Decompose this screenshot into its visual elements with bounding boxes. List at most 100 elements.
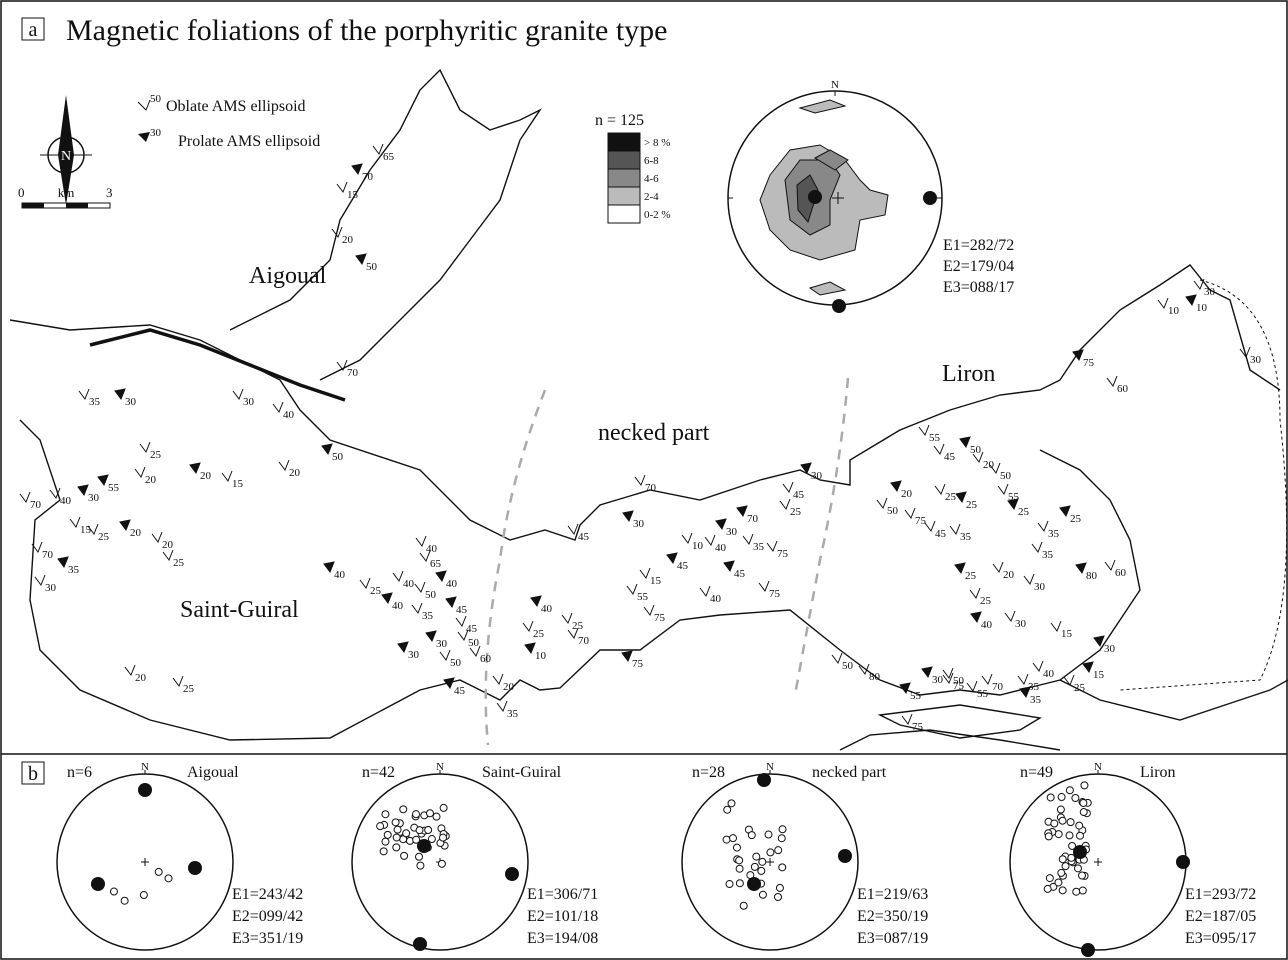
dip-label: 75	[915, 515, 927, 527]
pole	[392, 843, 401, 852]
dip-label: 20	[130, 527, 142, 539]
dip-symbol	[966, 680, 978, 693]
dip-symbol	[1239, 346, 1251, 359]
dip-symbol	[736, 505, 748, 518]
pole	[750, 862, 759, 871]
dip-symbol	[278, 459, 290, 472]
pole	[1045, 874, 1054, 883]
pole	[439, 833, 448, 842]
dip-label: 55	[637, 591, 649, 603]
center-cross	[766, 858, 774, 866]
dip-symbol	[831, 652, 843, 665]
pole	[392, 833, 401, 842]
dip-symbol	[634, 474, 646, 487]
dip-label: 20	[983, 459, 995, 471]
dip-label: 15	[347, 189, 359, 201]
dip-label: 30	[125, 396, 137, 408]
dip-symbol	[189, 462, 201, 475]
pole	[1046, 793, 1055, 802]
dip-symbol	[19, 491, 31, 504]
eigen-label: E2=350/19	[857, 908, 928, 925]
dip-symbol	[567, 627, 579, 640]
dip-symbol	[621, 650, 633, 663]
center-cross	[1094, 858, 1102, 866]
pole	[766, 848, 775, 857]
dip-symbol	[934, 483, 946, 496]
pole	[775, 883, 784, 892]
dip-label: 40	[334, 569, 346, 581]
dip-label: 45	[734, 568, 746, 580]
dip-symbol	[954, 562, 966, 575]
dip-symbol	[1185, 294, 1197, 307]
dip-symbol	[469, 645, 481, 658]
pole	[439, 803, 448, 812]
north-label: N	[831, 79, 839, 91]
panel-label: a	[29, 19, 38, 41]
pole	[154, 867, 163, 876]
dip-symbol	[351, 163, 363, 176]
dip-label: 75	[912, 721, 924, 733]
dip-label: 50	[425, 589, 437, 601]
eigenvector	[413, 937, 427, 951]
dip-label: 40	[1043, 668, 1055, 680]
dip-symbol	[439, 649, 451, 662]
dip-label: 15	[232, 478, 244, 490]
pole	[379, 847, 388, 856]
dip-label: 30	[408, 649, 420, 661]
dip-symbol	[114, 388, 126, 401]
dip-label: 75	[654, 612, 666, 624]
eigenvector	[757, 773, 771, 787]
dip-label: 15	[1061, 628, 1073, 640]
dip-label: 75	[1083, 357, 1095, 369]
eigenvector	[1081, 943, 1095, 957]
pole	[412, 835, 421, 844]
dip-label: 70	[42, 549, 54, 561]
dip-symbol	[415, 535, 427, 548]
dip-symbol	[445, 596, 457, 609]
net-n: n=42	[362, 764, 395, 781]
dip-label: 30	[1204, 286, 1216, 298]
dip-label: 80	[869, 671, 881, 683]
dip-label: 30	[633, 518, 645, 530]
dip-label: 30	[436, 638, 448, 650]
dip-label: 45	[677, 560, 689, 572]
eigen-label: E3=351/19	[232, 930, 303, 947]
legend: 50 Oblate AMS ellipsoid 30 Prolate AMS e…	[137, 93, 320, 150]
dip-symbol	[681, 532, 693, 545]
panel-label-box	[21, 761, 45, 785]
dip-label: 25	[533, 628, 545, 640]
pole	[1077, 871, 1086, 880]
dip-label: 60	[1117, 383, 1129, 395]
pole	[1065, 786, 1074, 795]
dip-symbol	[124, 664, 136, 677]
north-arrow: N	[40, 95, 92, 205]
dip-label: 40	[426, 543, 438, 555]
pole	[432, 812, 441, 821]
dip-symbol	[1037, 520, 1049, 533]
dip-symbol	[779, 498, 791, 511]
dip-label: 15	[1093, 669, 1105, 681]
dip-label: 20	[1003, 569, 1015, 581]
dip-symbol	[918, 424, 930, 437]
dip-label: 50	[450, 657, 462, 669]
dip-label: 30	[1015, 618, 1027, 630]
dip-symbol	[949, 523, 961, 536]
dip-symbol	[530, 595, 542, 608]
pole	[735, 856, 744, 865]
dip-label: 45	[454, 685, 466, 697]
dip-symbol	[1093, 635, 1105, 648]
place-name: Aigoual	[249, 263, 327, 289]
dip-label: 25	[370, 585, 382, 597]
dip-label: 70	[578, 635, 590, 647]
legend-entry: Prolate AMS ellipsoid	[178, 133, 320, 150]
pole	[381, 810, 390, 819]
dip-symbol	[381, 592, 393, 605]
dip-symbol	[901, 713, 913, 726]
panel-label-box	[21, 17, 45, 41]
dip-label: 25	[183, 683, 195, 695]
dip-label: 30	[1250, 354, 1262, 366]
dip-label: 70	[992, 681, 1004, 693]
eigenvector	[138, 783, 152, 797]
